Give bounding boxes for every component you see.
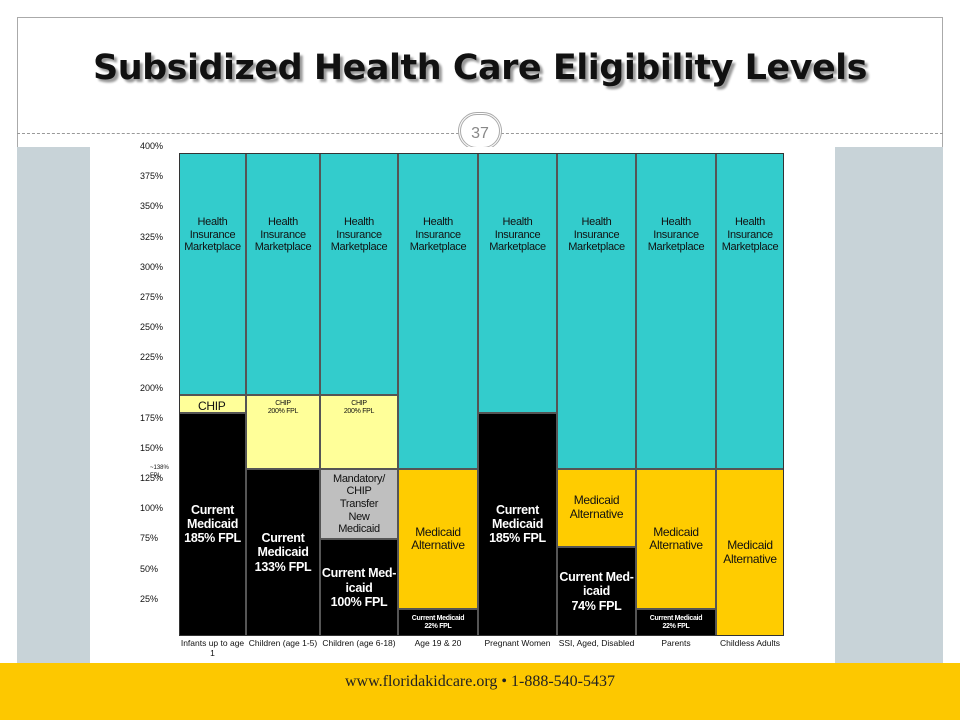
segment-label: CHIP 200% FPL [267, 399, 299, 415]
bar-segment: Medicaid Alternative [716, 469, 784, 636]
bar-segment: Mandatory/ CHIP Transfer New Medicaid [320, 469, 398, 540]
bar-segment: Medicaid Alternative [398, 469, 478, 610]
bar-segment: Current Medicaid 22% FPL [636, 609, 716, 636]
bar-segment: Current Med- icaid 100% FPL [320, 539, 398, 636]
x-tick-label: Parents [661, 638, 691, 648]
segment-label: CHIP 200% FPL [343, 399, 375, 415]
y-tick-label: 125% [140, 473, 164, 484]
y-tick-label: 50% [140, 563, 159, 574]
segment-label: Current Medicaid 185% FPL [489, 502, 546, 546]
x-tick-label: Children (age 1-5) [248, 638, 318, 648]
y-tick-label: 75% [140, 533, 159, 544]
bar-segment: Current Medicaid 133% FPL [246, 469, 320, 636]
segment-label: Medicaid Alternative [649, 524, 703, 553]
bar-segment: Health Insurance Marketplace [246, 153, 320, 395]
y-tick-label: 200% [140, 382, 164, 393]
segment-label: Current Med- icaid 74% FPL [559, 569, 634, 613]
y-tick-label: 350% [140, 201, 164, 212]
axis-annotation: ~138% FPL [150, 465, 169, 480]
bar-segment: Health Insurance Marketplace [716, 153, 784, 470]
segment-label: Medicaid Alternative [569, 493, 624, 521]
segment-label: Health Insurance Marketplace [184, 216, 241, 254]
segment-label: Current Medicaid 185% FPL [184, 502, 241, 546]
segment-label: Health Insurance Marketplace [647, 216, 705, 254]
bar-segment: Health Insurance Marketplace [398, 153, 478, 470]
side-panel [17, 147, 90, 663]
bar-segment: Health Insurance Marketplace [557, 153, 636, 470]
x-tick-label: Age 19 & 20 [414, 638, 462, 648]
bar-segment: Current Medicaid 22% FPL [398, 609, 478, 636]
segment-label: Medicaid Alternative [411, 524, 465, 553]
side-panel [835, 147, 943, 663]
bar-segment: Current Medicaid 185% FPL [179, 412, 246, 636]
y-tick-label: 300% [140, 261, 164, 272]
y-tick-label: 275% [140, 291, 164, 302]
x-tick-label: Childless Adults [719, 638, 780, 648]
segment-label: Health Insurance Marketplace [568, 216, 625, 254]
footer-bar [0, 663, 960, 720]
bar-segment: CHIP 200% FPL [246, 394, 320, 470]
y-tick-label: 175% [140, 412, 164, 423]
x-tick-label: SSI, Aged, Disabled [558, 638, 635, 648]
bar-segment: Health Insurance Marketplace [478, 153, 557, 413]
bar-segment: CHIP [179, 394, 246, 413]
bar-segment: CHIP 200% FPL [320, 394, 398, 470]
y-tick-label: 325% [140, 231, 164, 242]
y-tick-label: 150% [140, 442, 164, 453]
segment-label: Current Medicaid 22% FPL [411, 614, 465, 630]
segment-label: Health Insurance Marketplace [330, 216, 388, 254]
bar-segment: Medicaid Alternative [557, 469, 636, 547]
segment-label: Health Insurance Marketplace [254, 216, 312, 254]
x-tick-label: Children (age 6-18) [322, 638, 396, 648]
y-tick-label: 375% [140, 171, 164, 182]
y-tick-label: 250% [140, 322, 164, 333]
y-tick-label: 25% [140, 593, 159, 604]
y-tick-label: 100% [140, 503, 164, 514]
footer-text: www.floridakidcare.org • 1-888-540-5437 [345, 673, 615, 690]
segment-label: CHIP [198, 398, 226, 413]
bar-segment: Current Med- icaid 74% FPL [557, 546, 636, 636]
y-tick-label: 225% [140, 352, 164, 363]
x-tick-label: Pregnant Women [484, 638, 551, 648]
bar-segment: Health Insurance Marketplace [636, 153, 716, 470]
bar-segment: Current Medicaid 185% FPL [478, 412, 557, 636]
x-tick-label: Infants up to age 1 [180, 638, 245, 658]
y-tick-label: 400% [140, 141, 164, 151]
bar-segment: Health Insurance Marketplace [320, 153, 398, 395]
segment-label: Current Medicaid 133% FPL [254, 531, 312, 574]
segment-label: Current Medicaid 22% FPL [649, 614, 703, 630]
segment-label: Health Insurance Marketplace [721, 216, 779, 254]
page-number: 37 [458, 112, 502, 150]
bar-segment: Medicaid Alternative [636, 469, 716, 610]
segment-label: Health Insurance Marketplace [489, 216, 546, 254]
segment-label: Medicaid Alternative [723, 537, 777, 566]
segment-label: Health Insurance Marketplace [409, 216, 467, 254]
slide-title: Subsidized Health Care Eligibility Level… [92, 48, 868, 88]
segment-label: Current Med- icaid 100% FPL [321, 566, 397, 609]
segment-label: Mandatory/ CHIP Transfer New Medicaid [332, 472, 386, 536]
bar-segment: Health Insurance Marketplace [179, 153, 246, 395]
